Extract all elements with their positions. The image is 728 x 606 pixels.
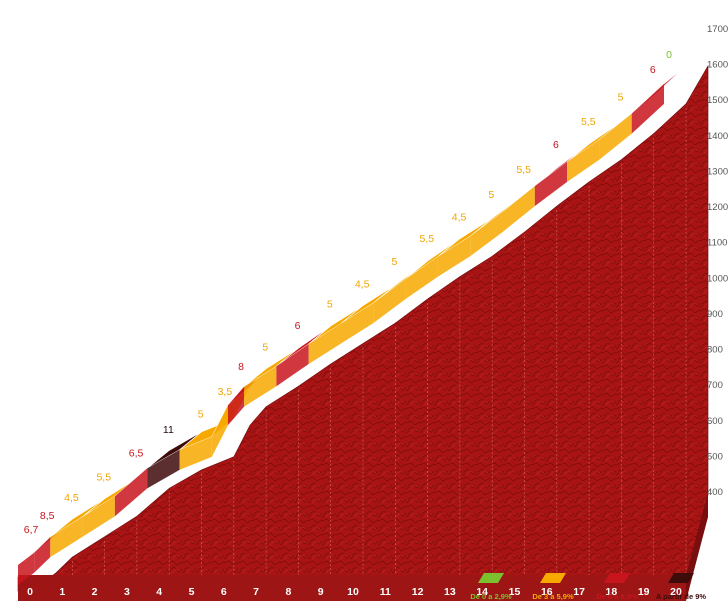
- km-tick-label: 11: [380, 586, 391, 598]
- km-tick-label: 15: [509, 586, 521, 598]
- km-tick-label: 10: [347, 586, 359, 598]
- y-tick-label: 1500: [707, 95, 728, 106]
- km-tick-label: 13: [444, 586, 456, 598]
- gradient-segment-side: [308, 323, 341, 364]
- gradient-label: 5,5: [516, 164, 531, 176]
- gradient-label: 5,5: [581, 116, 596, 128]
- km-tick-label: 6: [221, 586, 227, 598]
- legend-swatch: [668, 573, 694, 583]
- gradient-segment-side: [50, 516, 83, 558]
- km-tick-label: 9: [318, 586, 324, 598]
- y-tick-label: 1200: [707, 202, 728, 213]
- gradient-label: 11: [163, 424, 174, 436]
- gradient-segment-side: [599, 113, 632, 160]
- km-tick-label: 17: [573, 586, 585, 598]
- gradient-segment-side: [631, 83, 664, 134]
- y-tick-label: 600: [707, 416, 723, 427]
- terrain-face: [17, 64, 709, 592]
- legend-swatch: [604, 573, 630, 583]
- y-tick-label: 400: [707, 487, 723, 498]
- gradient-label: 4,5: [64, 492, 79, 504]
- km-tick-label: 18: [606, 586, 618, 598]
- gradient-segment-side: [534, 161, 568, 207]
- legend-label: A partir de 9%: [656, 592, 706, 601]
- gradient-label: 5: [327, 299, 333, 311]
- gradient-label: 3,5: [218, 386, 233, 398]
- gradient-label: 0: [666, 49, 672, 61]
- gradient-label: 6: [295, 320, 301, 332]
- gradient-segment-side: [276, 343, 309, 387]
- legend-label: De 3 a 5,9%: [532, 592, 574, 601]
- gradient-segment-side: [211, 405, 228, 457]
- base-strip: [18, 575, 686, 601]
- gradient-label: 4,5: [452, 211, 467, 223]
- gradient-label: 5,5: [96, 471, 111, 483]
- km-tick-label: 4: [156, 586, 162, 598]
- gradient-segment-side: [179, 436, 212, 470]
- gradient-label: 8: [238, 361, 244, 373]
- y-tick-label: 800: [707, 345, 723, 356]
- y-tick-label: 1700: [707, 24, 728, 35]
- km-tick-label: 8: [285, 586, 291, 598]
- gradient-label: 6: [553, 139, 559, 151]
- gradient-segment-side: [244, 366, 277, 407]
- gradient-label: 5,5: [419, 233, 434, 245]
- legend-swatch: [478, 573, 504, 583]
- gradient-segment-side: [405, 256, 438, 299]
- km-tick-label: 7: [253, 586, 259, 598]
- gradient-label: 5: [198, 408, 204, 420]
- gradient-segment-side: [227, 386, 245, 426]
- gradient-segment-side: [502, 186, 535, 233]
- km-tick-label: 19: [638, 586, 650, 598]
- km-tick-label: 0: [27, 586, 33, 598]
- legend-label: De 6 a 8,9%: [596, 592, 638, 601]
- y-tick-label: 900: [707, 309, 723, 320]
- km-tick-label: 5: [189, 586, 195, 598]
- km-tick-label: 20: [670, 586, 682, 598]
- legend-label: De 0 a 2,9%: [470, 592, 512, 601]
- gradient-label: 5: [392, 256, 398, 268]
- gradient-segment-side: [114, 468, 148, 517]
- gradient-segment-side: [341, 303, 374, 344]
- gradient-label: 4,5: [355, 278, 370, 290]
- gradient-label: 6,5: [129, 447, 144, 459]
- y-tick-label: 500: [707, 451, 723, 462]
- y-tick-label: 1000: [707, 273, 728, 284]
- y-tick-label: 1100: [707, 238, 727, 249]
- y-tick-label: 1300: [707, 166, 728, 177]
- km-tick-label: 12: [412, 586, 424, 598]
- km-tick-label: 3: [124, 586, 130, 598]
- y-tick-label: 1600: [707, 60, 728, 71]
- y-tick-label: 1400: [707, 131, 728, 142]
- km-tick-label: 14: [476, 586, 488, 598]
- gradient-label: 5: [618, 92, 624, 104]
- gradient-label: 6: [650, 64, 656, 76]
- gradient-segment-side: [82, 496, 115, 537]
- gradient-segment-side: [34, 537, 51, 573]
- y-tick-label: 700: [707, 380, 723, 391]
- gradient-segment-side: [470, 212, 503, 257]
- km-tick-label: 1: [59, 586, 65, 598]
- km-tick-label: 16: [541, 586, 553, 598]
- gradient-segment-side: [147, 449, 180, 489]
- gradient-label: 8,5: [40, 510, 55, 522]
- legend-swatch: [540, 573, 566, 583]
- gradient-segment-side: [18, 552, 35, 585]
- gradient-label: 5: [262, 341, 268, 353]
- gradient-segment-side: [373, 278, 406, 324]
- gradient-segment-side: [437, 236, 471, 277]
- gradient-label: 6,7: [24, 524, 39, 536]
- gradient-segment-side: [567, 139, 600, 182]
- gradient-label: 5: [488, 189, 494, 201]
- km-tick-label: 2: [92, 586, 98, 598]
